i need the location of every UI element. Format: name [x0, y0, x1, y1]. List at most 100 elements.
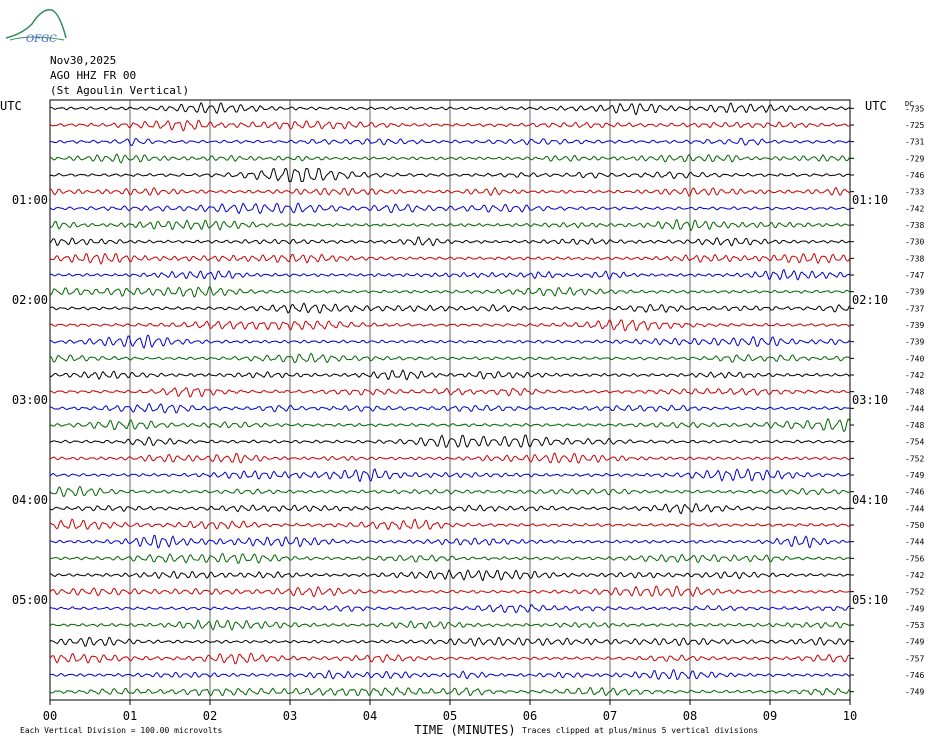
- left-time-label: 01:00: [12, 193, 48, 207]
- x-tick-label: 03: [283, 709, 297, 723]
- trace-row-32: [49, 636, 851, 647]
- station-label: AGO HHZ FR 00: [50, 69, 137, 82]
- dc-offset-label: -749: [905, 638, 924, 647]
- trace-row-5: [49, 186, 851, 197]
- x-axis-title: TIME (MINUTES): [414, 723, 515, 737]
- dc-offset-label: -738: [905, 254, 924, 263]
- trace-row-9: [49, 252, 851, 265]
- x-tick-label: 05: [443, 709, 457, 723]
- right-time-label: 01:10: [852, 193, 888, 207]
- dc-offset-label: -757: [905, 654, 924, 663]
- trace-row-33: [49, 652, 851, 665]
- x-tick-label: 06: [523, 709, 537, 723]
- dc-offset-label: -735: [905, 104, 924, 113]
- trace-row-22: [49, 468, 851, 483]
- trace-row-30: [49, 604, 851, 614]
- logo-text: OFGC: [26, 34, 57, 44]
- dc-offset-label: -746: [905, 488, 924, 497]
- trace-row-12: [49, 302, 851, 314]
- trace-row-23: [49, 485, 851, 498]
- dc-heading: DC: [905, 100, 913, 108]
- dc-offset-label: -747: [905, 271, 924, 280]
- trace-row-26: [49, 534, 851, 549]
- trace-row-13: [49, 318, 851, 332]
- dc-offset-label: -749: [905, 471, 924, 480]
- dc-offset-label: -739: [905, 338, 924, 347]
- dc-offset-label: -740: [905, 354, 924, 363]
- right-time-label: 04:10: [852, 493, 888, 507]
- right-time-label: 03:10: [852, 393, 888, 407]
- trace-row-18: [49, 402, 851, 414]
- x-tick-label: 04: [363, 709, 377, 723]
- x-tick-label: 00: [43, 709, 57, 723]
- dc-offset-label: -742: [905, 371, 924, 380]
- grid-lines: [49, 99, 854, 705]
- trace-row-0: [49, 101, 851, 116]
- right-time-label: 02:10: [852, 293, 888, 307]
- left-time-label: 03:00: [12, 393, 48, 407]
- dc-offset-label: -729: [905, 154, 924, 163]
- clip-note: Traces clipped at plus/minus 5 vertical …: [522, 726, 758, 735]
- trace-row-10: [49, 268, 851, 281]
- x-tick-label: 01: [123, 709, 137, 723]
- right-time-label: 05:10: [852, 593, 888, 607]
- dc-offset-label: -739: [905, 321, 924, 330]
- dc-offset-label: -752: [905, 454, 924, 463]
- trace-row-8: [49, 236, 851, 247]
- dc-offset-label: -746: [905, 171, 924, 180]
- left-time-label: 02:00: [12, 293, 48, 307]
- dc-offset-label: -742: [905, 571, 924, 580]
- dc-offset-label: -730: [905, 238, 924, 247]
- right-utc-heading: UTC: [865, 99, 887, 113]
- trace-layer: [49, 101, 851, 697]
- trace-row-20: [49, 434, 851, 449]
- trace-row-15: [49, 352, 851, 364]
- dc-offset-label: -749: [905, 604, 924, 613]
- dc-offset-label: -754: [905, 438, 924, 447]
- trace-row-11: [49, 285, 851, 298]
- trace-row-28: [49, 569, 851, 582]
- scale-note: Each Vertical Division = 100.00 microvol…: [20, 726, 222, 735]
- dc-offset-label: -725: [905, 121, 924, 130]
- trace-row-4: [49, 167, 851, 182]
- trace-row-34: [49, 669, 851, 680]
- trace-row-7: [49, 218, 851, 232]
- trace-row-14: [49, 334, 851, 349]
- logo-mountain-icon: [5, 9, 67, 39]
- dc-offset-label: -733: [905, 188, 924, 197]
- trace-row-6: [49, 202, 851, 215]
- dc-offset-label: -756: [905, 554, 924, 563]
- ofgc-logo: OFGC: [5, 9, 67, 44]
- dc-offset-label: -746: [905, 671, 924, 680]
- dc-offset-label: -750: [905, 521, 924, 530]
- trace-row-3: [49, 153, 851, 164]
- dc-offset-label: -739: [905, 288, 924, 297]
- trace-row-19: [49, 417, 851, 433]
- trace-row-24: [49, 502, 851, 515]
- dc-offset-label: -744: [905, 538, 924, 547]
- dc-offset-label: -749: [905, 688, 924, 697]
- trace-row-16: [49, 369, 851, 381]
- dc-offset-label: -748: [905, 421, 924, 430]
- dc-offset-label: -731: [905, 138, 924, 147]
- x-tick-label: 08: [683, 709, 697, 723]
- dc-offset-label: -738: [905, 221, 924, 230]
- trace-row-25: [49, 518, 851, 531]
- x-tick-label: 09: [763, 709, 777, 723]
- dc-offset-label: -748: [905, 388, 924, 397]
- left-time-label: 05:00: [12, 593, 48, 607]
- trace-row-1: [49, 119, 851, 132]
- trace-row-21: [49, 452, 851, 464]
- axis-labels: 00 01 02 03 04 05 06 07 08 09 10 -735 -725 -731 -729 -7…: [0, 99, 924, 737]
- dc-offset-label: -744: [905, 504, 924, 513]
- trace-row-29: [49, 585, 851, 598]
- dc-offset-label: -753: [905, 621, 924, 630]
- date-label: Nov30,2025: [50, 54, 117, 67]
- dc-offset-label: -744: [905, 404, 924, 413]
- trace-row-17: [49, 387, 851, 398]
- left-utc-heading: UTC: [0, 99, 22, 113]
- trace-row-31: [49, 619, 851, 631]
- dc-offset-label: -752: [905, 588, 924, 597]
- station-name-label: (St Agoulin Vertical): [50, 84, 190, 97]
